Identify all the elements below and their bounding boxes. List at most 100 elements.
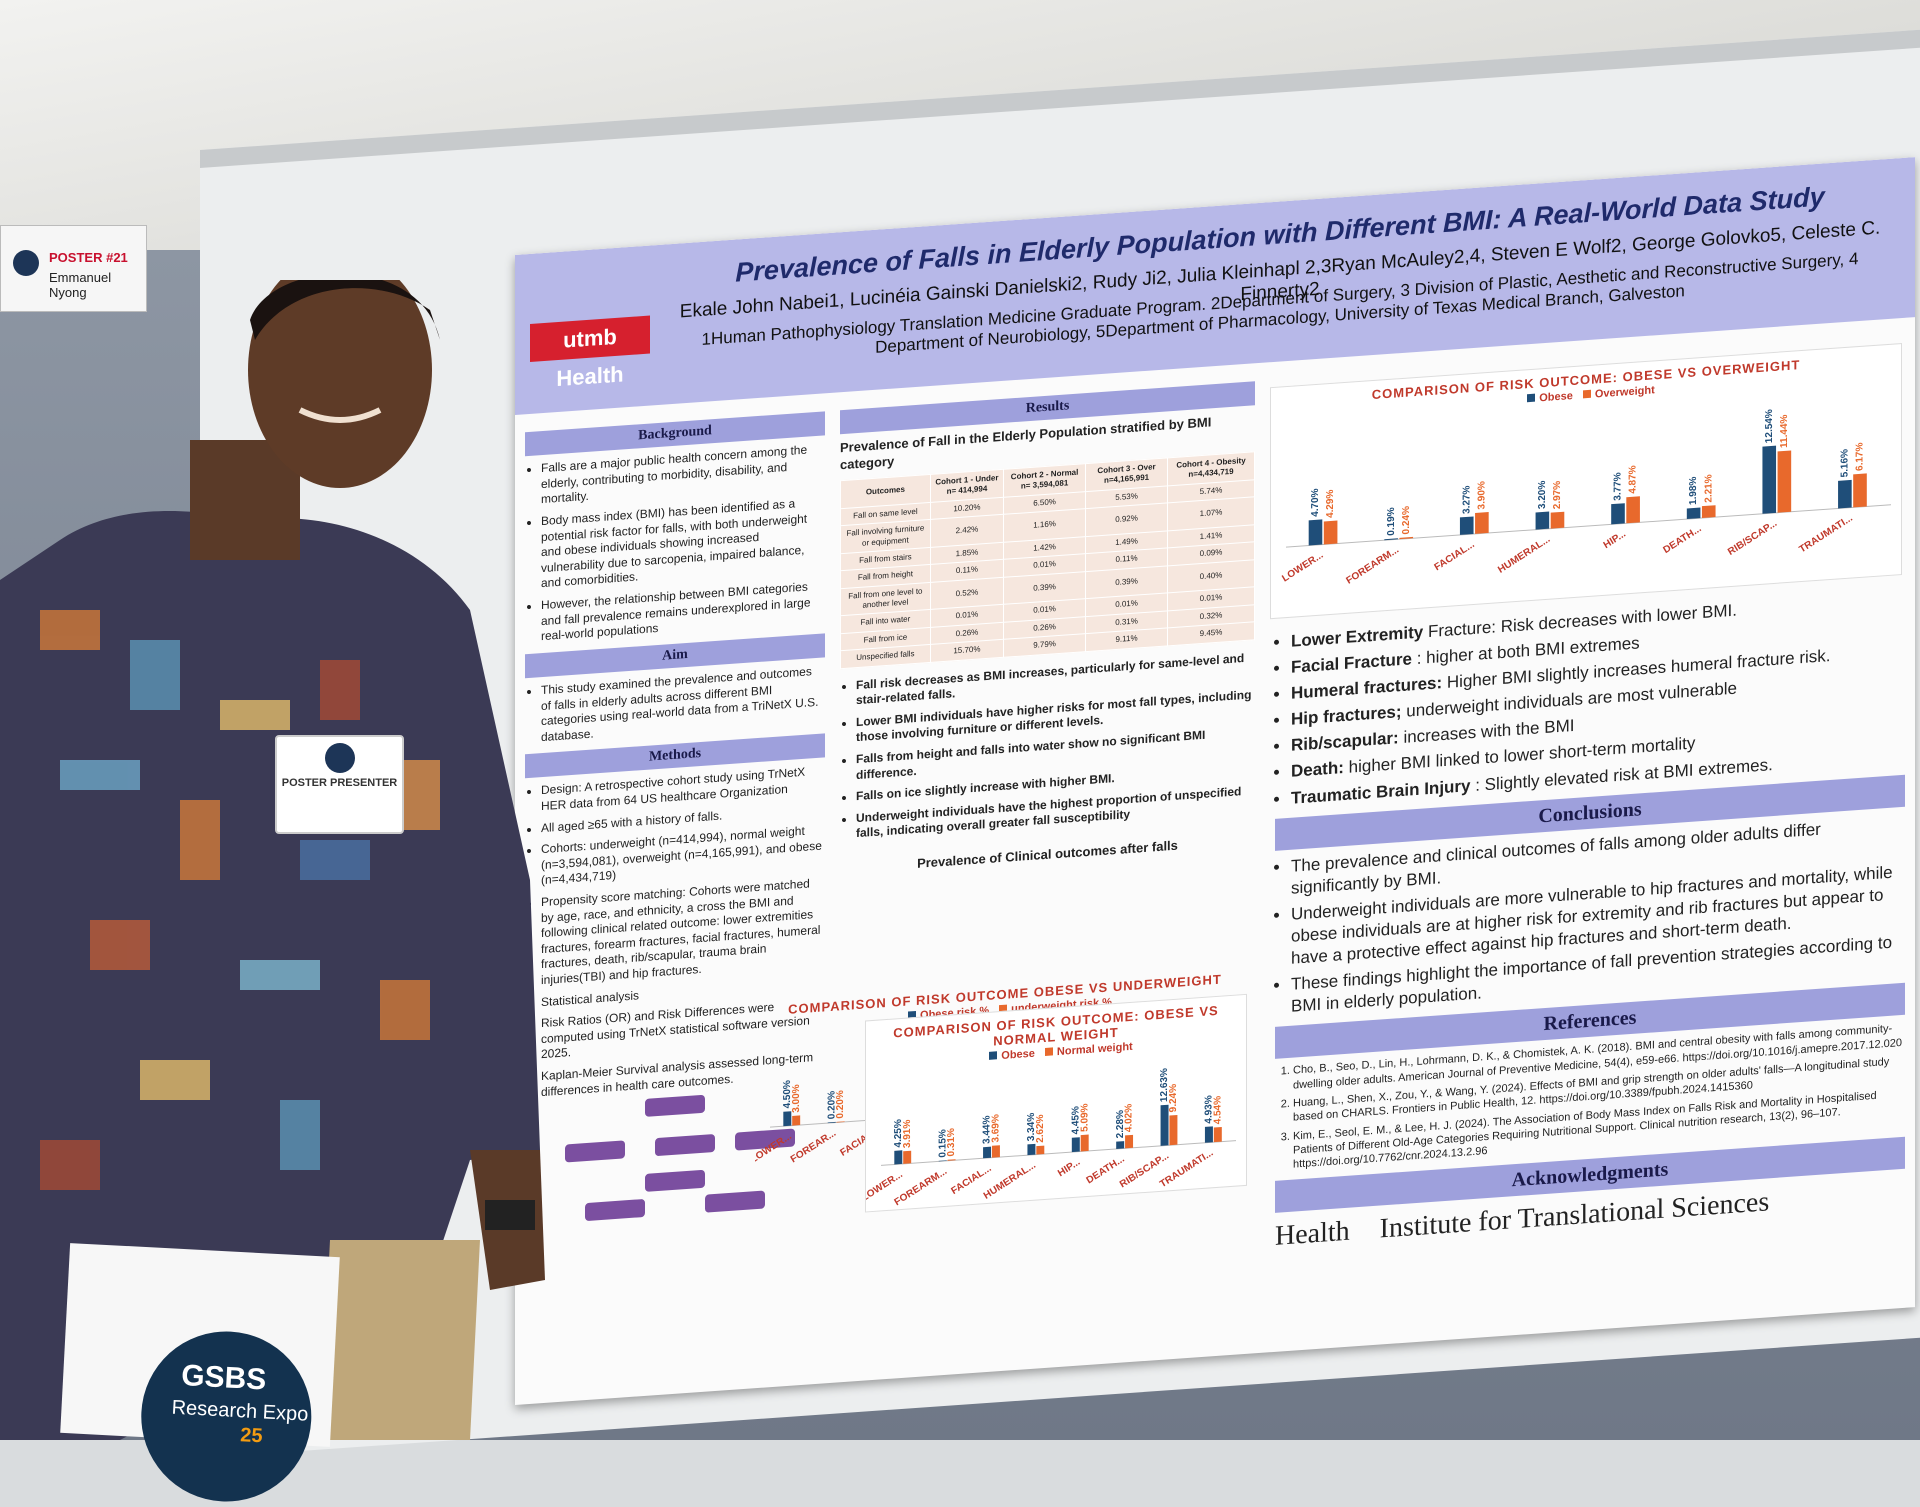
flow-node [645, 1094, 705, 1118]
value-label: 5.09% [1079, 1103, 1090, 1132]
background-list: Falls are a major public health concern … [525, 442, 825, 647]
flow-node [655, 1134, 715, 1157]
name-badge: POSTER PRESENTER [275, 735, 404, 834]
bar [991, 1145, 1000, 1158]
value-label: 3.77% [1613, 472, 1624, 501]
poster-sign: POSTER #21 Emmanuel Nyong [0, 225, 147, 312]
bar [1027, 1143, 1036, 1156]
bar [1838, 479, 1852, 509]
chart-box: COMPARISON OF RISK OUTCOME: OBESE VS NOR… [860, 993, 1247, 1213]
value-label: 11.44% [1779, 414, 1790, 448]
value-label: 3.91% [902, 1119, 913, 1148]
poster: utmb Health Prevalence of Falls in Elder… [515, 157, 1915, 1406]
x-tick-label: LOWER... [1280, 550, 1325, 585]
value-label: 3.20% [1537, 480, 1548, 509]
bar [1550, 511, 1565, 529]
value-label: 2.97% [1552, 480, 1563, 509]
finding-lead: Lower Extremity [1291, 622, 1424, 651]
outcomes-title: Prevalence of Clinical outcomes after fa… [917, 837, 1178, 871]
value-label: 4.02% [1124, 1103, 1135, 1132]
value-label: 6.17% [1855, 442, 1866, 471]
list-item: Body mass index (BMI) has been identifie… [541, 494, 825, 592]
value-label: 4.25% [893, 1119, 904, 1148]
smile [298, 407, 382, 423]
value-label: 0.24% [1401, 506, 1412, 535]
bar [1686, 507, 1701, 520]
bar [1323, 520, 1338, 545]
legend-swatch [989, 1051, 998, 1060]
x-tick-label: DEATH... [1662, 523, 1704, 556]
folder-subtitle: Research Expo [171, 1396, 309, 1426]
sign-number: #21 [106, 250, 128, 265]
value-label: 2.21% [1703, 474, 1714, 503]
value-label: 4.54% [1212, 1095, 1223, 1124]
bar [1701, 505, 1716, 519]
value-label: 12.63% [1159, 1068, 1170, 1103]
head [248, 280, 432, 488]
aim-list: This study examined the prevalence and o… [525, 663, 825, 746]
bar [1204, 1126, 1213, 1143]
value-label: 3.90% [1477, 481, 1488, 510]
outcome-findings: Lower Extremity Fracture: Risk decreases… [1275, 588, 1905, 811]
badge-logo [324, 743, 355, 773]
value-label: 0.20% [826, 1090, 837, 1119]
baseline [1286, 504, 1891, 548]
bar [1535, 511, 1550, 530]
value-label: 3.27% [1461, 485, 1472, 514]
x-tick-label: FOREAR... [789, 1128, 838, 1166]
value-label: 4.87% [1628, 465, 1639, 494]
folder-logo: GSBS Research Expo 25 [136, 1327, 316, 1506]
value-label: 1.98% [1688, 476, 1699, 505]
finding-lead: Humeral fractures: [1291, 673, 1443, 703]
value-label: 0.20% [835, 1090, 846, 1119]
bar [938, 1160, 947, 1162]
value-label: 3.44% [982, 1115, 993, 1144]
value-label: 3.34% [1026, 1112, 1037, 1141]
folder-title: GSBS [180, 1359, 268, 1397]
x-tick-label: TRAUMATI... [1797, 513, 1854, 556]
x-tick-label: FOREARM... [1345, 544, 1402, 586]
bar [792, 1115, 801, 1126]
x-tick-label: LOWER... [755, 1131, 794, 1166]
trousers [320, 1240, 480, 1440]
baseline [881, 1140, 1236, 1166]
person [0, 280, 545, 1440]
bar [1777, 450, 1792, 513]
value-label: 4.50% [782, 1080, 793, 1109]
bar [1611, 503, 1625, 525]
finding-lead: Death: [1291, 758, 1344, 782]
finding-lead: Hip fractures; [1291, 702, 1402, 730]
results-table: Outcomes Cohort 1 - Under n= 414,994 Cohor… [840, 451, 1255, 669]
bar [1036, 1145, 1045, 1155]
bar [1475, 512, 1489, 534]
flow-node [585, 1199, 645, 1222]
value-label: 5.16% [1840, 449, 1851, 478]
value-label: 0.19% [1386, 507, 1397, 536]
value-label: 4.70% [1310, 488, 1321, 517]
bar [1853, 473, 1867, 508]
value-label: 0.15% [937, 1129, 948, 1158]
list-item: This study examined the prevalence and o… [541, 663, 825, 745]
bar [983, 1146, 992, 1159]
x-tick-label: HIP... [1056, 1157, 1082, 1180]
bar [1071, 1137, 1080, 1153]
bar [836, 1121, 845, 1123]
sign-line: POSTER #21 [49, 250, 128, 265]
sign-label: POSTER [49, 250, 103, 265]
bar [947, 1159, 956, 1161]
bar [894, 1150, 903, 1165]
legend-swatch [1044, 1047, 1053, 1056]
value-label: 4.29% [1325, 489, 1336, 518]
bar [1308, 519, 1323, 546]
folder: GSBS Research Expo 25 [60, 1243, 340, 1506]
bar [903, 1150, 912, 1164]
bar [1213, 1126, 1222, 1143]
ack-logo: Health [1275, 1216, 1350, 1253]
bar [783, 1111, 792, 1127]
bar [1626, 496, 1640, 524]
value-label: 3.69% [991, 1114, 1002, 1143]
bar [1116, 1141, 1125, 1149]
bar [1080, 1134, 1089, 1152]
x-tick-label: HUMERAL... [982, 1160, 1038, 1202]
flow-node [705, 1190, 765, 1213]
